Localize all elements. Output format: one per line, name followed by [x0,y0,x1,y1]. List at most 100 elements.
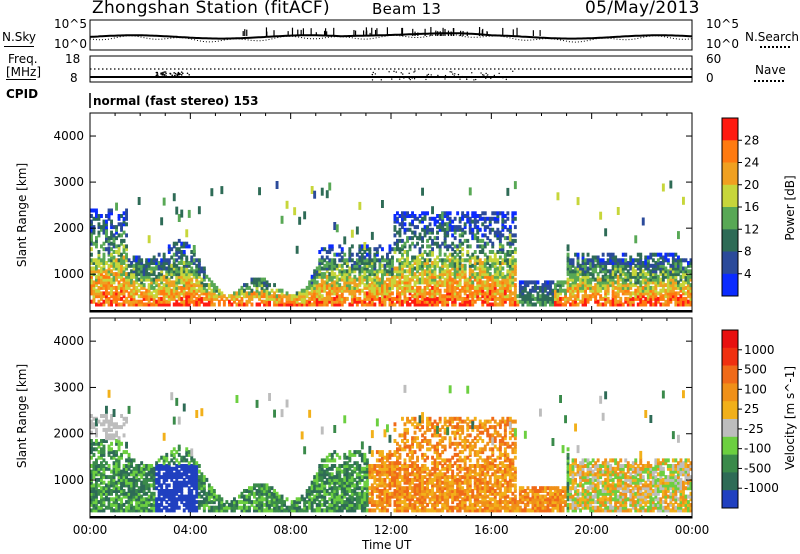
power-cell [471,280,475,285]
power-cell [355,302,359,307]
power-cell [428,216,432,221]
power-cell [152,294,156,299]
power-cell [478,214,482,218]
vel-cell [258,491,261,496]
vel-cell [308,494,312,499]
power-cell [120,258,123,263]
power-cell [629,299,633,304]
vel-cell [140,469,144,474]
power-cell [426,280,429,285]
vel-cell [152,472,156,477]
power-cell [150,285,154,290]
power-cell [478,291,482,296]
power-cell [559,288,562,293]
power-cell [634,274,638,279]
power-cell [130,294,133,299]
power-cell [629,302,633,307]
power-cell [398,291,402,296]
power-cell [421,288,424,293]
vel-cell [255,399,259,408]
power-cell [659,277,663,282]
vel-cell [135,494,139,499]
power-cell [350,258,354,263]
power-cell [97,280,101,285]
power-cell [569,269,572,274]
vel-cell [220,508,224,513]
vel-cell [270,494,274,499]
power-cell [511,266,515,271]
power-cell [687,261,690,265]
vel-cell [235,502,239,507]
power-cell [396,241,399,246]
power-cell [646,288,650,293]
vel-cell [273,494,276,499]
power-cell [566,258,570,263]
power-cell [177,291,181,296]
power-cell [378,285,382,290]
power-cell [416,285,419,290]
freq-dot [171,74,174,77]
power-cell [463,296,467,301]
power-cell [255,280,259,285]
power-cell [97,294,101,299]
power-cell [458,283,462,288]
power-cell [689,302,693,307]
power-cell [426,272,429,277]
power-cell [406,214,409,218]
power-cell [669,296,673,301]
power-cell [458,255,462,260]
vel-cell [102,472,106,477]
vel-cell [290,508,294,513]
power-cell [626,302,630,307]
power-cell [687,291,690,296]
vel-cell [295,497,299,502]
power-cell [175,274,179,279]
power-cell [383,269,387,274]
vel-cell [280,502,284,507]
freq-dot [162,71,164,74]
vel-cell [207,491,211,496]
vel-cell [120,486,123,491]
power-cell [122,291,126,296]
power-cell [413,244,417,249]
power-cell [318,296,322,301]
vel-cell [238,500,241,505]
power-cell [496,230,500,235]
power-cell [202,288,206,293]
vel-cell [165,491,169,496]
power-cell [546,294,550,299]
power-cell [473,272,477,277]
power-cell [544,296,547,301]
power-cell [589,277,593,282]
power-cell [513,266,517,271]
power-cell [421,266,424,271]
power-cell [448,258,452,263]
vel-cell [298,505,302,510]
power-cell [438,274,442,279]
power-cell [197,272,201,277]
power-cell [197,294,201,299]
power-cell [388,266,392,271]
power-cell [185,291,189,296]
power-cell [401,288,404,293]
power-cell [215,288,219,293]
vel-cell [167,489,171,493]
power-cell [100,296,103,301]
power-cell [473,277,477,282]
power-cell [413,255,417,260]
power-cell [150,277,154,282]
vel-cell [180,472,184,477]
power-cell [140,294,144,299]
vel-cell [177,489,181,493]
vel-cell [100,497,103,502]
power-cell [438,247,442,252]
power-cell [318,266,322,271]
power-cell [549,299,552,304]
power-cell [378,291,382,296]
power-cell [549,302,552,307]
power-cell [313,274,317,279]
power-cell [137,277,141,282]
power-cell [579,277,582,282]
power-cell [488,283,492,288]
nsearch-tick-high: 10^5 [706,17,739,31]
